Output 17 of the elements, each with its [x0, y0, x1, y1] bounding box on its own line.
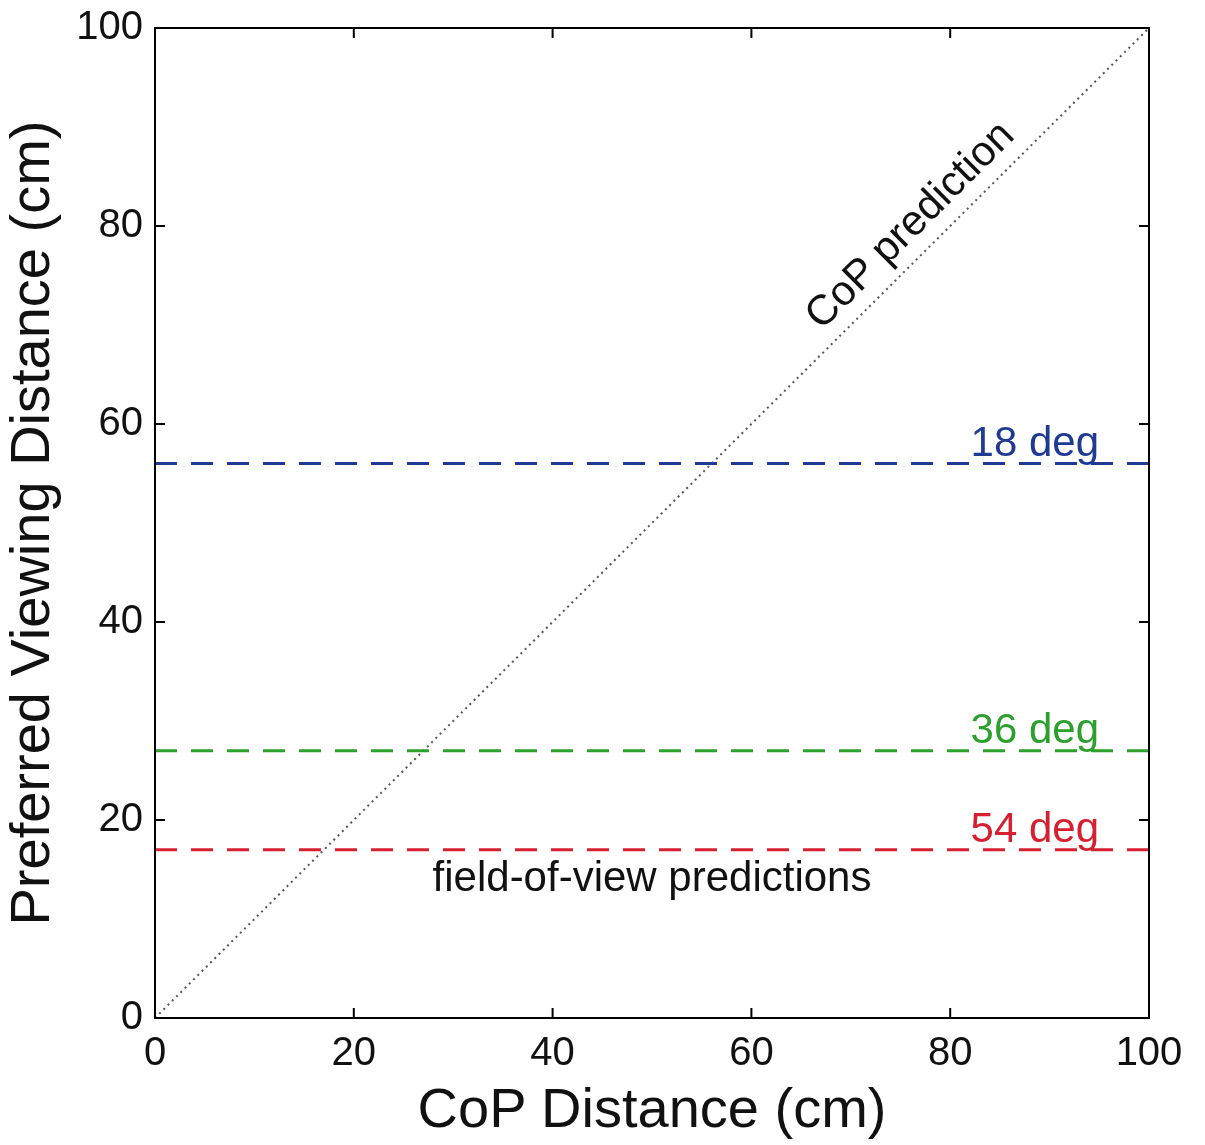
ref-line-label: 54 deg [970, 804, 1099, 852]
y-tick-label: 20 [98, 795, 143, 840]
x-tick-label: 60 [729, 1029, 774, 1074]
x-tick-label: 100 [1115, 1029, 1183, 1074]
x-axis-title: CoP Distance (cm) [417, 1075, 887, 1139]
y-axis-title: Preferred Viewing Distance (cm) [0, 120, 62, 926]
annotation: field-of-view predictions [432, 853, 872, 901]
ref-line-label: 18 deg [970, 418, 1099, 466]
x-tick-label: 80 [927, 1029, 973, 1074]
x-tick-label: 20 [331, 1029, 377, 1074]
y-tick-label: 100 [76, 3, 143, 48]
y-tick-label: 40 [98, 597, 143, 642]
y-tick-label: 0 [120, 993, 143, 1038]
y-tick-label: 60 [98, 399, 143, 444]
y-tick-label: 80 [98, 201, 143, 246]
x-tick-label: 40 [530, 1029, 575, 1074]
ref-line-label: 36 deg [970, 705, 1099, 753]
